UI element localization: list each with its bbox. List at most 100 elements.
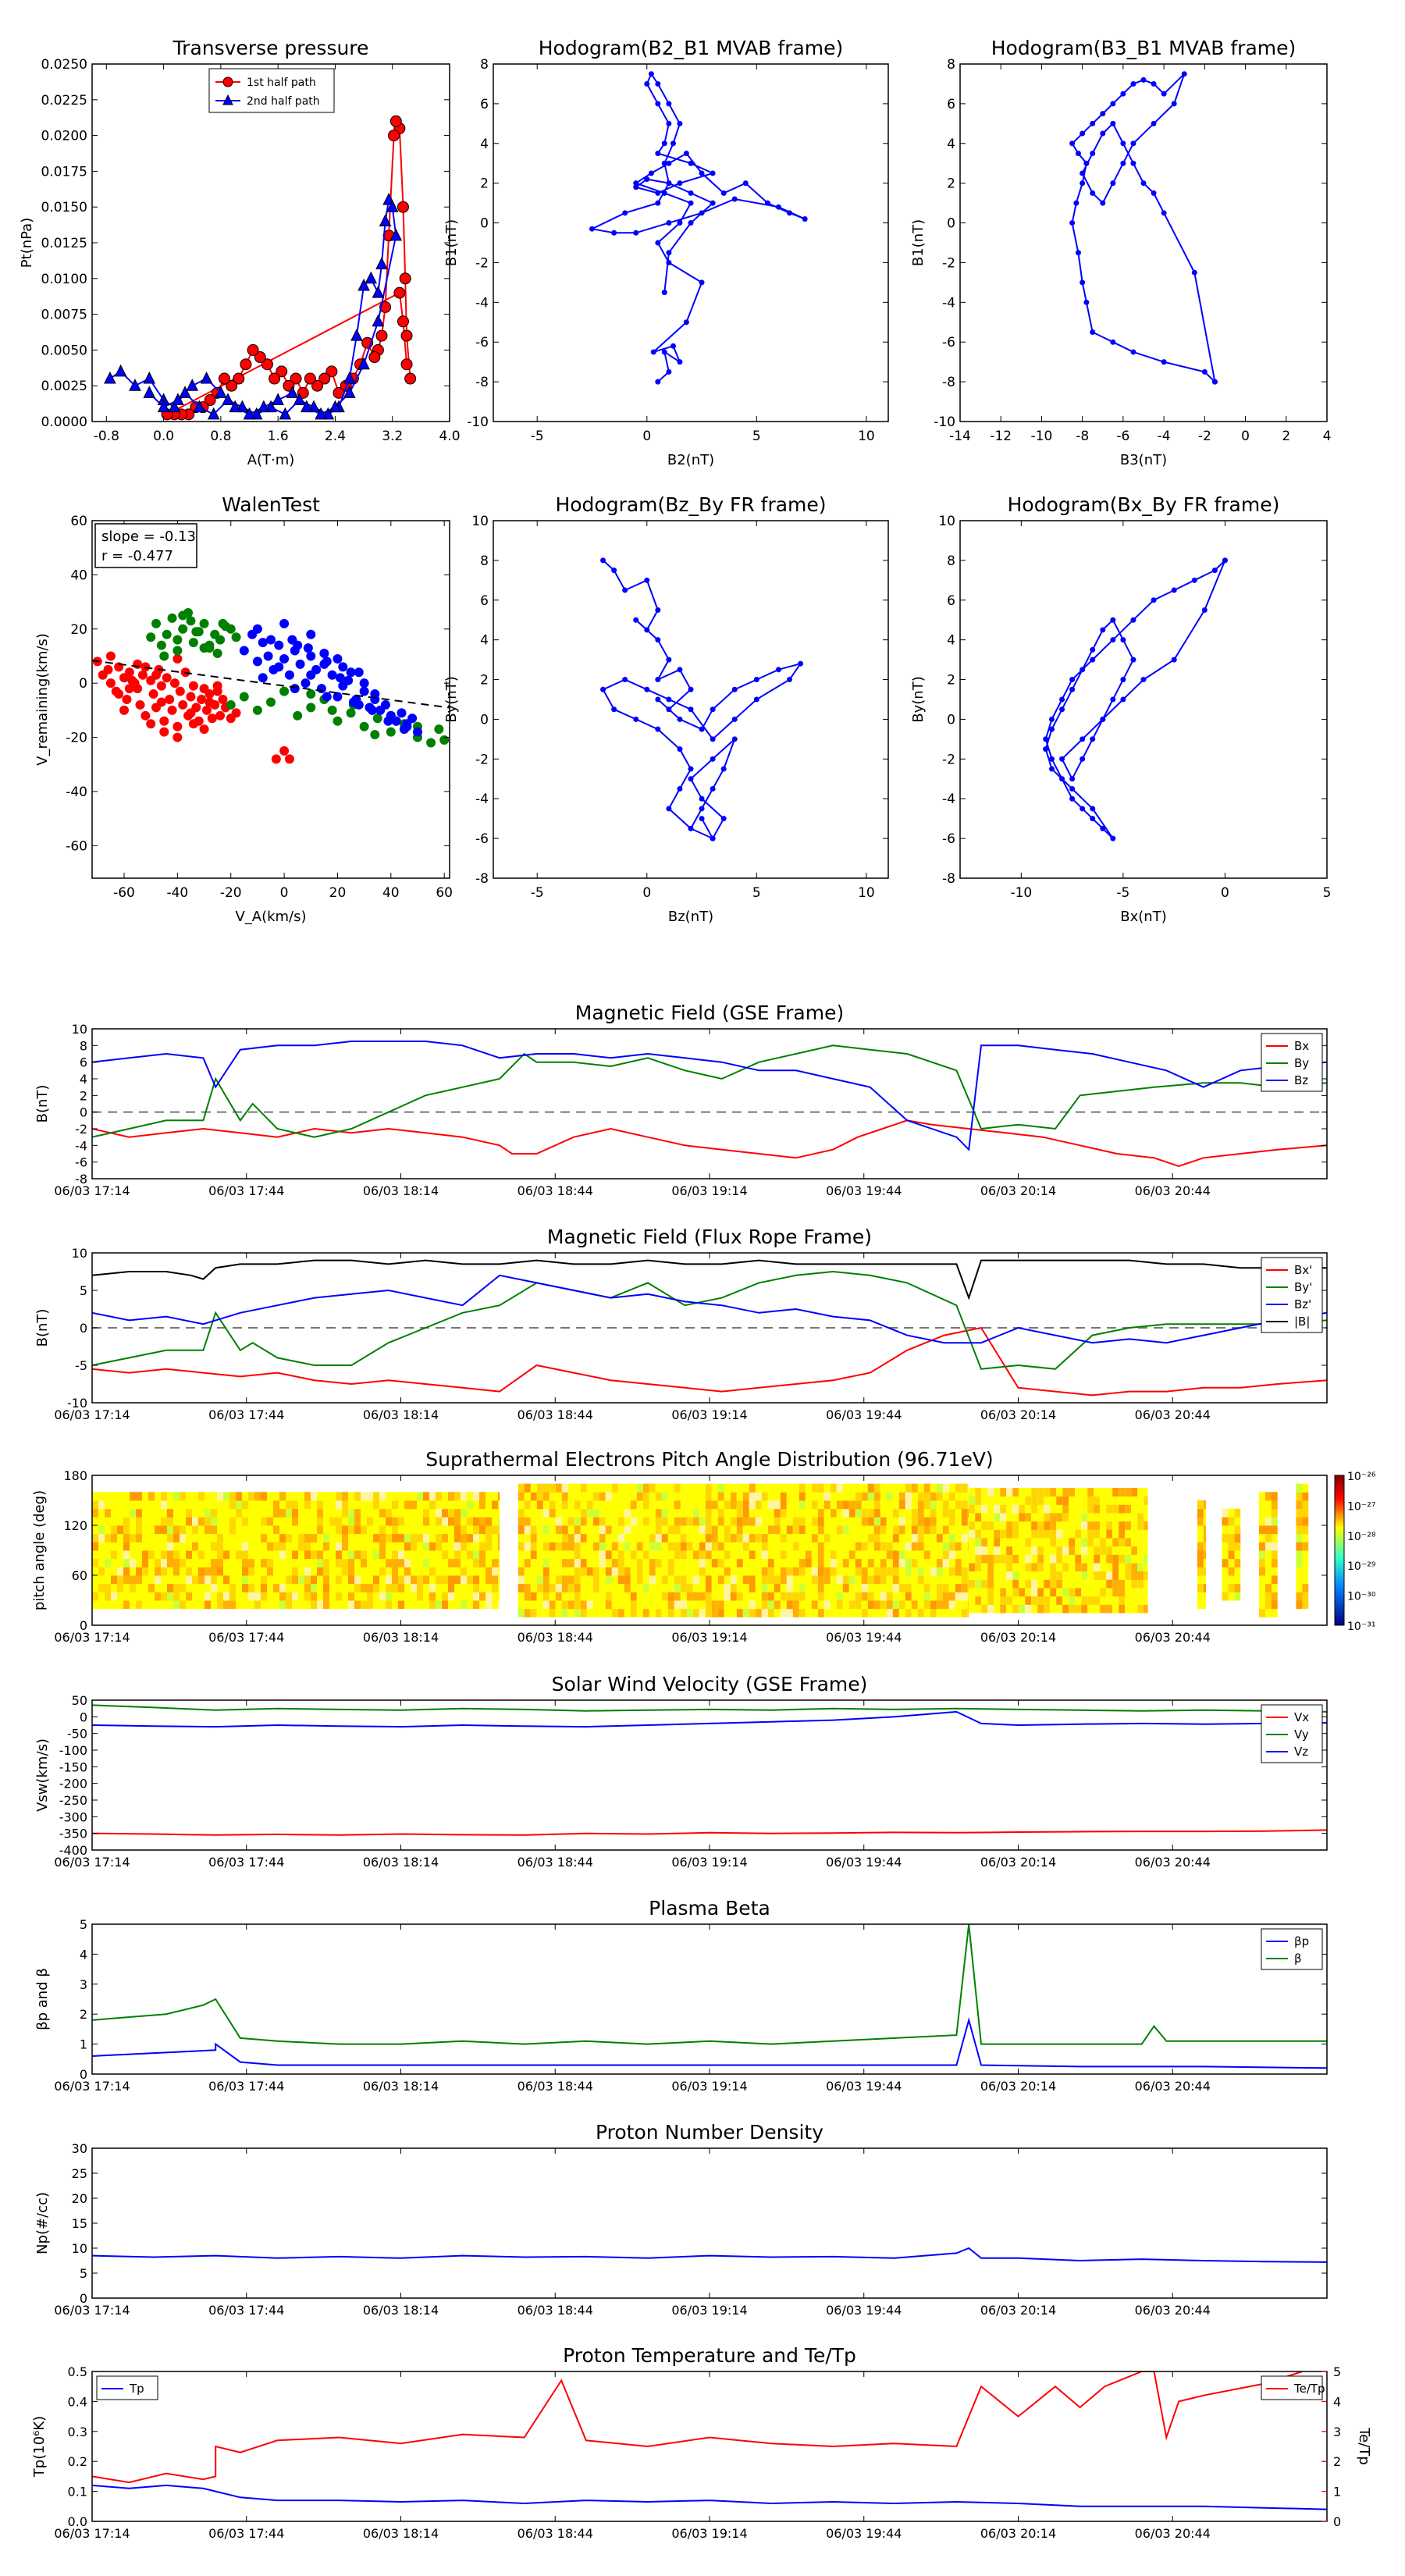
heatmap-cell bbox=[774, 1508, 781, 1517]
heatmap-cell bbox=[749, 1583, 756, 1592]
heatmap-cell bbox=[92, 1533, 98, 1542]
heatmap-cell bbox=[1012, 1546, 1019, 1555]
series-line bbox=[92, 1119, 1327, 1168]
x-tick-label: -5 bbox=[531, 429, 544, 444]
heatmap-cell bbox=[298, 1500, 304, 1510]
heatmap-cell bbox=[211, 1567, 217, 1576]
heatmap-cell bbox=[1125, 1604, 1132, 1614]
y-axis-label: Np(#/cc) bbox=[34, 2192, 51, 2254]
heatmap-cell bbox=[1137, 1513, 1144, 1522]
data-point bbox=[1080, 170, 1086, 176]
heatmap-cell bbox=[1062, 1588, 1069, 1597]
heatmap-cell bbox=[811, 1550, 818, 1560]
heatmap-cell bbox=[830, 1525, 837, 1535]
heatmap-cell bbox=[248, 1525, 254, 1535]
heatmap-cell bbox=[686, 1525, 693, 1535]
heatmap-cell bbox=[1087, 1546, 1094, 1555]
heatmap-cell bbox=[1081, 1529, 1088, 1539]
heatmap-cell bbox=[1087, 1596, 1094, 1605]
heatmap-cell bbox=[642, 1483, 649, 1493]
heatmap-cell bbox=[373, 1583, 379, 1592]
heatmap-cell bbox=[1271, 1583, 1278, 1592]
heatmap-cell bbox=[1087, 1504, 1094, 1514]
x-tick-label: 06/03 19:14 bbox=[671, 1855, 747, 1870]
heatmap-cell bbox=[1296, 1550, 1303, 1560]
heatmap-cell bbox=[1031, 1546, 1038, 1555]
heatmap-cell bbox=[680, 1575, 687, 1585]
heatmap-cell bbox=[361, 1567, 367, 1576]
heatmap-cell bbox=[1025, 1521, 1032, 1530]
heatmap-cell bbox=[123, 1508, 130, 1517]
heatmap-cell bbox=[830, 1517, 837, 1526]
data-point bbox=[1120, 141, 1126, 147]
data-point bbox=[269, 372, 281, 385]
heatmap-cell bbox=[1125, 1571, 1132, 1580]
heatmap-cell bbox=[742, 1608, 749, 1617]
heatmap-cell bbox=[167, 1533, 173, 1542]
heatmap-cell bbox=[267, 1508, 273, 1517]
heatmap-cell bbox=[836, 1558, 843, 1567]
x-tick-label: 06/03 18:14 bbox=[363, 1407, 439, 1422]
x-tick-label: 0 bbox=[1221, 885, 1229, 901]
heatmap-cell bbox=[1044, 1579, 1051, 1589]
heatmap-cell bbox=[492, 1583, 498, 1592]
heatmap-cell bbox=[1100, 1563, 1107, 1572]
heatmap-cell bbox=[555, 1542, 562, 1551]
heatmap-cell bbox=[379, 1592, 386, 1601]
heatmap-cell bbox=[923, 1533, 930, 1542]
heatmap-cell bbox=[286, 1517, 292, 1526]
heatmap-cell bbox=[786, 1600, 793, 1610]
heatmap-cell bbox=[1044, 1546, 1051, 1555]
x-tick-label: 06/03 19:14 bbox=[671, 1183, 747, 1198]
heatmap-cell bbox=[749, 1608, 756, 1617]
heatmap-cell bbox=[524, 1608, 531, 1617]
data-point bbox=[293, 393, 306, 406]
x-tick-label: 2 bbox=[1282, 429, 1290, 444]
heatmap-cell bbox=[198, 1558, 205, 1567]
heatmap-cell bbox=[930, 1500, 937, 1510]
y-tick-label: 4 bbox=[80, 1072, 87, 1087]
heatmap-cell bbox=[1025, 1504, 1032, 1514]
heatmap-cell bbox=[923, 1575, 930, 1585]
heatmap-cell bbox=[630, 1567, 637, 1576]
data-point bbox=[1069, 686, 1076, 692]
heatmap-cell bbox=[561, 1517, 568, 1526]
data-point bbox=[661, 190, 667, 196]
y-tick-label: 8 bbox=[480, 57, 489, 73]
x-tick-label: 06/03 20:44 bbox=[1135, 1183, 1211, 1198]
x-tick-label: 20 bbox=[329, 885, 347, 901]
heatmap-cell bbox=[873, 1542, 880, 1551]
heatmap-cell bbox=[961, 1517, 968, 1526]
chart-title: Hodogram(B3_B1 MVAB frame) bbox=[991, 37, 1297, 59]
heatmap-cell bbox=[524, 1583, 531, 1592]
data-point bbox=[252, 705, 262, 715]
heatmap-cell bbox=[530, 1592, 537, 1601]
legend-box bbox=[1261, 2375, 1323, 2400]
heatmap-cell bbox=[742, 1583, 749, 1592]
chart-title: WalenTest bbox=[222, 493, 320, 516]
heatmap-cell bbox=[981, 1571, 988, 1580]
heatmap-cell bbox=[555, 1508, 562, 1517]
data-point bbox=[1069, 141, 1076, 147]
heatmap-cell bbox=[749, 1600, 756, 1610]
heatmap-cell bbox=[680, 1550, 687, 1560]
heatmap-cell bbox=[930, 1600, 937, 1610]
heatmap-cell bbox=[223, 1600, 229, 1610]
heatmap-cell bbox=[855, 1592, 862, 1601]
heatmap-cell bbox=[1062, 1596, 1069, 1605]
heatmap-cell bbox=[1056, 1504, 1063, 1514]
heatmap-cell bbox=[674, 1575, 681, 1585]
data-point bbox=[173, 646, 183, 656]
heatmap-cell bbox=[567, 1492, 574, 1501]
y-tick-label: 10 bbox=[72, 2241, 87, 2256]
heatmap-cell bbox=[436, 1583, 442, 1592]
heatmap-cell bbox=[92, 1500, 98, 1510]
heatmap-cell bbox=[655, 1492, 662, 1501]
data-point bbox=[434, 724, 444, 735]
heatmap-cell bbox=[817, 1533, 824, 1542]
r-annotation: r = -0.477 bbox=[101, 548, 173, 564]
data-point bbox=[186, 616, 196, 626]
heatmap-cell bbox=[148, 1575, 155, 1585]
heatmap-cell bbox=[867, 1542, 874, 1551]
heatmap-cell bbox=[1106, 1546, 1113, 1555]
